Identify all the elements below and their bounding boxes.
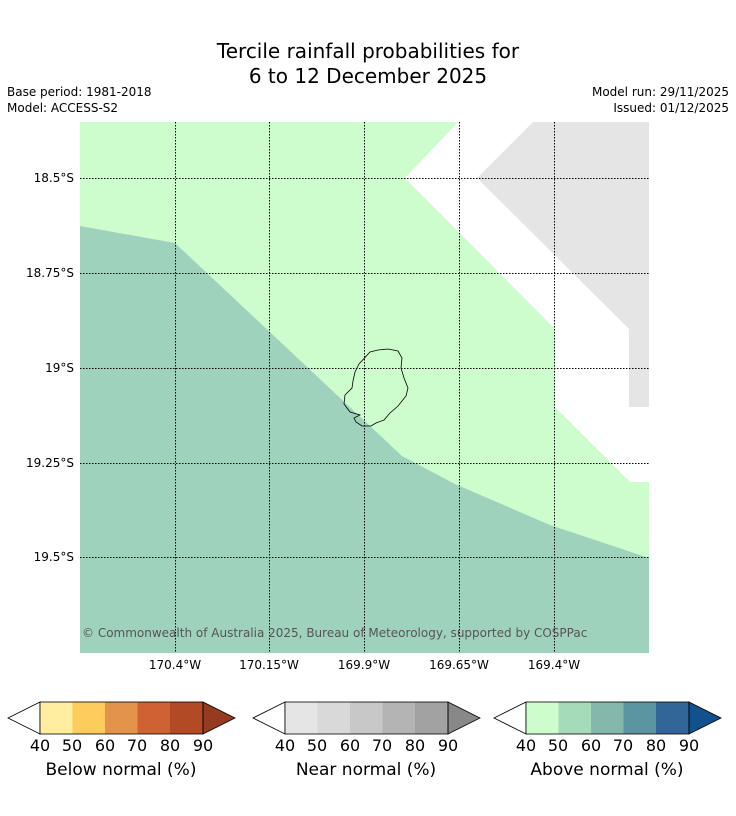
above-swatch-5 [656, 702, 689, 734]
near-tick-80: 80 [404, 736, 426, 755]
below-normal-colorbar [7, 701, 236, 735]
below-tick-80: 80 [159, 736, 181, 755]
base-period: Base period: 1981-2018 [7, 85, 152, 99]
issued-date: Issued: 01/12/2025 [613, 101, 729, 115]
above-normal-60-region [80, 226, 649, 653]
below-normal-label: Below normal (%) [45, 760, 197, 780]
near-tick-50: 50 [306, 736, 328, 755]
above-normal-50-region [80, 122, 649, 558]
near-normal-label: Near normal (%) [295, 760, 437, 780]
near-swatch-5 [415, 702, 448, 734]
lon-label-169-4: 169.4°W [527, 658, 581, 672]
lat-label-19: 19°S [45, 361, 74, 375]
below-swatch-3 [105, 702, 138, 734]
near-normal-colorbar [252, 701, 481, 735]
below-tick-90: 90 [192, 736, 214, 755]
above-tick-40: 40 [515, 736, 537, 755]
above-tick-60: 60 [580, 736, 602, 755]
above-tick-90: 90 [678, 736, 700, 755]
above-swatch-1 [526, 702, 559, 734]
below-swatch-2 [72, 702, 105, 734]
graticule [80, 122, 649, 653]
lon-label-169-65: 169.65°W [429, 658, 489, 672]
lon-label-169-9: 169.9°W [337, 658, 391, 672]
above-tick-70: 70 [612, 736, 634, 755]
above-swatch-3 [591, 702, 624, 734]
below-swatch-1 [40, 702, 73, 734]
map-canvas [80, 122, 649, 653]
copyright-notice: © Commonwealth of Australia 2025, Bureau… [82, 626, 588, 640]
lon-label-170-4: 170.4°W [148, 658, 202, 672]
below-tick-50: 50 [61, 736, 83, 755]
near-tick-70: 70 [371, 736, 393, 755]
above-tick-80: 80 [645, 736, 667, 755]
near-tick-40: 40 [274, 736, 296, 755]
lon-label-170-15: 170.15°W [239, 658, 299, 672]
below-swatch-4 [137, 702, 170, 734]
below-tick-60: 60 [94, 736, 116, 755]
lat-label-19-5: 19.5°S [33, 550, 74, 564]
near-normal-40-region [477, 122, 649, 407]
below-tick-70: 70 [126, 736, 148, 755]
model-run-date: Model run: 29/11/2025 [591, 85, 729, 99]
above-tick-50: 50 [547, 736, 569, 755]
near-swatch-2 [317, 702, 350, 734]
above-swatch-2 [558, 702, 591, 734]
above-normal-label: Above normal (%) [530, 760, 684, 780]
near-tick-60: 60 [339, 736, 361, 755]
below-swatch-5 [170, 702, 203, 734]
above-normal-colorbar [493, 701, 722, 735]
model-name: Model: ACCESS-S2 [7, 101, 119, 115]
near-tick-90: 90 [437, 736, 459, 755]
lat-label-18-5: 18.5°S [33, 171, 74, 185]
map-title-line1: Tercile rainfall probabilities for [216, 39, 520, 63]
map-title-line2: 6 to 12 December 2025 [248, 64, 488, 88]
below-tick-40: 40 [29, 736, 51, 755]
near-swatch-3 [350, 702, 383, 734]
map-panel: © Commonwealth of Australia 2025, Bureau… [80, 122, 649, 653]
near-swatch-1 [285, 702, 318, 734]
island-outline [343, 348, 409, 427]
near-swatch-4 [382, 702, 415, 734]
lat-label-19-25: 19.25°S [26, 456, 74, 470]
above-swatch-4 [623, 702, 656, 734]
lat-label-18-75: 18.75°S [26, 266, 74, 280]
